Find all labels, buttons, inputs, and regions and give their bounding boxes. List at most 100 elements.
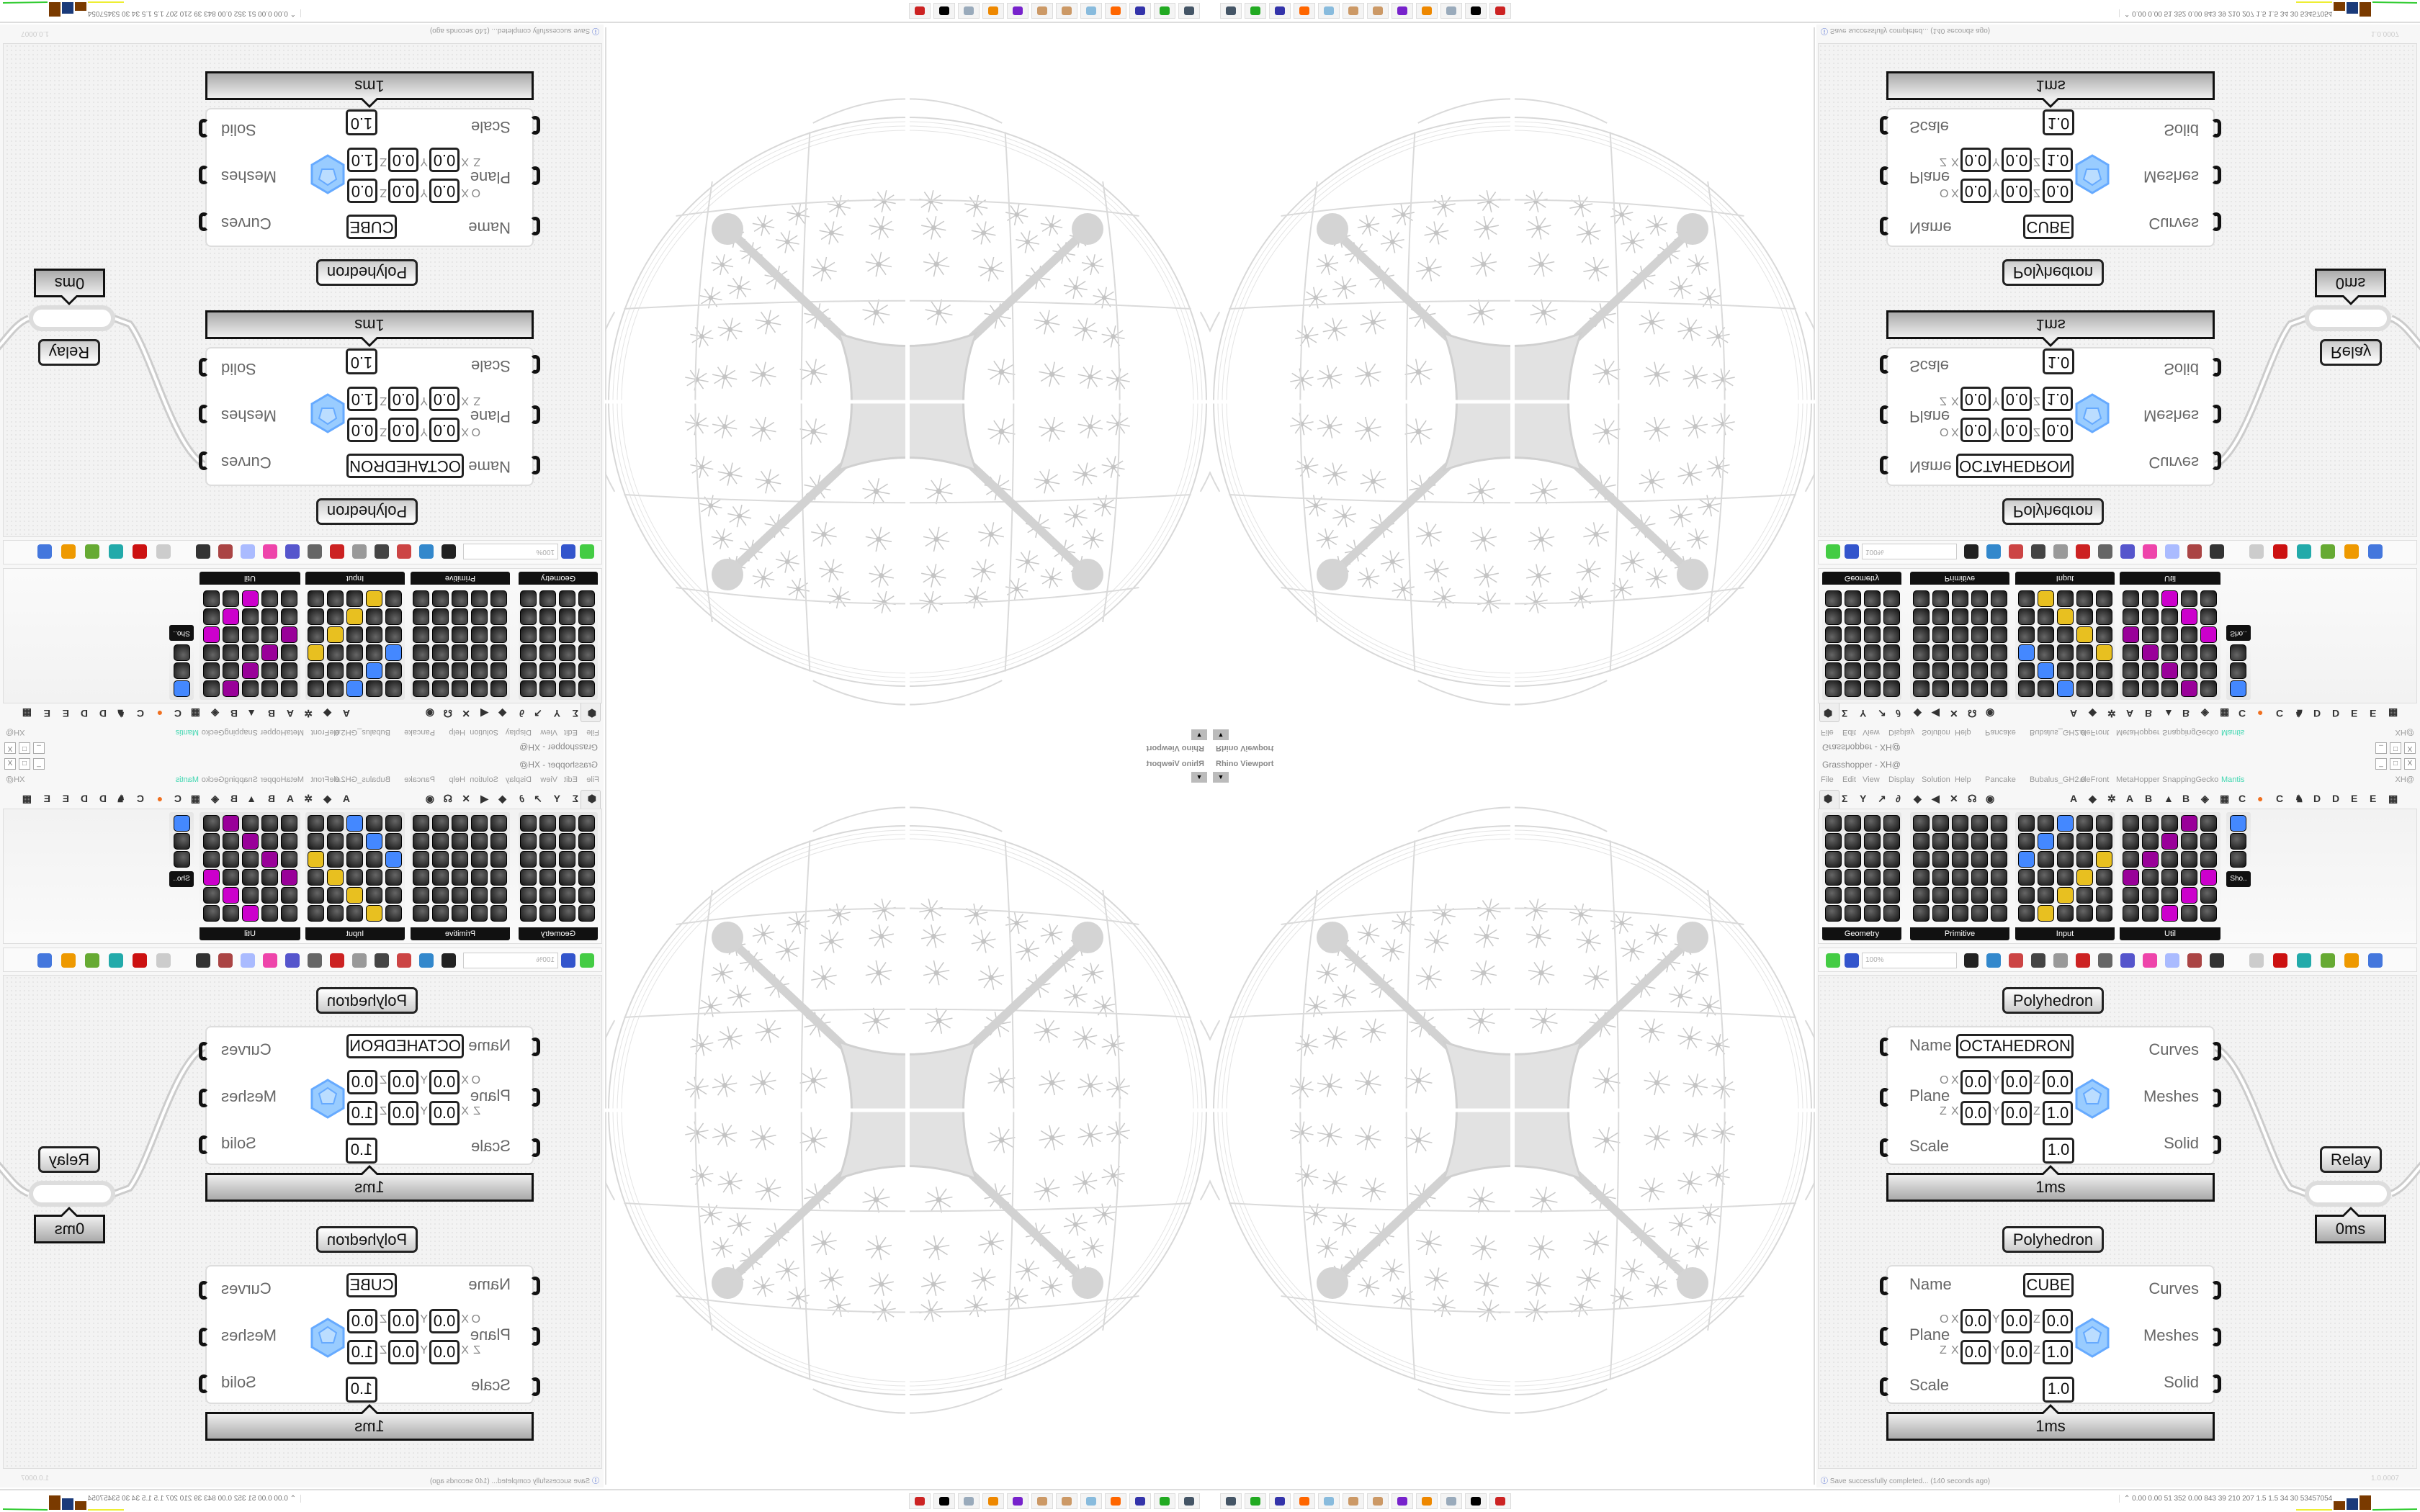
notepad-icon[interactable] xyxy=(958,3,980,19)
plane-zaxis-value[interactable]: 0.0 xyxy=(429,1340,460,1364)
plane-origin-value[interactable]: 0.0 xyxy=(2043,179,2073,203)
component-icon[interactable] xyxy=(2161,833,2178,850)
floppy-64-icon[interactable] xyxy=(1129,1493,1151,1509)
component-icon[interactable] xyxy=(1991,833,2007,850)
plane-zaxis-value[interactable]: 0.0 xyxy=(429,1101,460,1125)
component-icon[interactable] xyxy=(1991,887,2007,904)
plane-origin-value[interactable]: 0.0 xyxy=(347,1070,377,1094)
toolbar-icon[interactable] xyxy=(2009,953,2023,968)
tab-icon[interactable]: ✲ xyxy=(2107,793,2116,804)
rhino-icon[interactable] xyxy=(1465,1493,1487,1509)
component-icon[interactable] xyxy=(2200,905,2217,922)
component-icon[interactable] xyxy=(1825,905,1842,922)
tab-active[interactable] xyxy=(1819,790,1839,810)
plane-origin-value[interactable]: 0.0 xyxy=(2043,1070,2073,1094)
plane-zaxis-value[interactable]: 1.0 xyxy=(347,148,377,172)
component-icon[interactable] xyxy=(1991,869,2007,886)
plane-origin-value[interactable]: 0.0 xyxy=(347,418,377,442)
component-icon[interactable] xyxy=(1932,869,1949,886)
output-grip[interactable] xyxy=(199,1135,209,1154)
plane-origin-value[interactable]: 0.0 xyxy=(429,1070,460,1094)
component-icon[interactable] xyxy=(2018,833,2035,850)
input-grip[interactable] xyxy=(530,1038,540,1056)
plane-origin-value[interactable]: 0.0 xyxy=(2043,1309,2073,1333)
remote-desktop-icon[interactable] xyxy=(1220,1493,1242,1509)
input-grip[interactable] xyxy=(1880,217,1890,235)
plane-zaxis-value[interactable]: 1.0 xyxy=(2043,1340,2073,1364)
floppy-64-icon[interactable] xyxy=(1129,3,1151,19)
component-icon[interactable] xyxy=(1971,887,1988,904)
component-icon[interactable] xyxy=(2142,851,2159,868)
tab-icon[interactable]: B xyxy=(2145,793,2153,804)
panel-label[interactable]: Sho.. xyxy=(2226,871,2251,887)
input-grip[interactable] xyxy=(1880,1377,1890,1396)
component-icon[interactable] xyxy=(1845,833,1861,850)
plane-origin-value[interactable]: 0.0 xyxy=(388,418,418,442)
component-icon[interactable] xyxy=(1845,851,1861,868)
scale-value[interactable]: 1.0 xyxy=(346,348,377,374)
component-icon[interactable] xyxy=(2018,887,2035,904)
plane-origin-value[interactable]: 0.0 xyxy=(347,179,377,203)
plane-origin-value[interactable]: 0.0 xyxy=(2002,1070,2032,1094)
component-icon[interactable] xyxy=(2018,905,2035,922)
name-value[interactable]: OCTAHEDRON xyxy=(346,1034,464,1058)
tab-icon[interactable]: ↗ xyxy=(1878,793,1886,804)
output-grip[interactable] xyxy=(2211,166,2221,184)
component-icon[interactable] xyxy=(1913,833,1930,850)
input-grip[interactable] xyxy=(530,1377,540,1396)
firefox-icon[interactable] xyxy=(1294,3,1315,19)
component-icon[interactable] xyxy=(2161,887,2178,904)
calculator-icon[interactable] xyxy=(1318,3,1340,19)
output-grip[interactable] xyxy=(2211,1281,2221,1300)
component-icon[interactable] xyxy=(1883,905,1900,922)
component-icon[interactable] xyxy=(1913,851,1930,868)
relay-node[interactable] xyxy=(2305,1181,2391,1207)
plane-origin-value[interactable]: 0.0 xyxy=(347,1309,377,1333)
component-icon[interactable] xyxy=(2200,851,2217,868)
component-icon[interactable] xyxy=(2181,833,2197,850)
toolbar-icon[interactable] xyxy=(2210,953,2224,968)
component-icon[interactable] xyxy=(1825,815,1842,832)
rhino-viewport[interactable]: Rhino Viewport ▼ xyxy=(605,27,1210,756)
component-nickname[interactable]: Polyhedron xyxy=(316,498,418,525)
component-icon[interactable] xyxy=(1932,851,1949,868)
output-grip[interactable] xyxy=(199,166,209,184)
plane-origin-value[interactable]: 0.0 xyxy=(388,1070,418,1094)
notepad-icon[interactable] xyxy=(1440,1493,1462,1509)
component-icon[interactable] xyxy=(2123,851,2139,868)
toolbar-icon[interactable] xyxy=(2053,953,2068,968)
component-nickname[interactable]: Polyhedron xyxy=(2002,498,2104,525)
toolbar-icon[interactable] xyxy=(2273,953,2287,968)
plane-zaxis-value[interactable]: 0.0 xyxy=(388,148,418,172)
plane-origin-value[interactable]: 0.0 xyxy=(1960,1070,1991,1094)
menu-right[interactable]: XH@ xyxy=(2395,775,2414,784)
calculator-icon[interactable] xyxy=(1318,1493,1340,1509)
component-icon[interactable] xyxy=(1864,815,1881,832)
input-grip[interactable] xyxy=(530,456,540,474)
polyhedron-component[interactable]: Name Plane Scale Curves Meshes Solid CUBE O X 0.0… xyxy=(1880,1265,2221,1404)
input-grip[interactable] xyxy=(1880,355,1890,374)
relay-node[interactable] xyxy=(29,1181,115,1207)
component-icon[interactable] xyxy=(2096,887,2112,904)
plane-origin-value[interactable]: 0.0 xyxy=(388,179,418,203)
component-icon[interactable] xyxy=(2142,869,2159,886)
tab-icon[interactable]: ◈ xyxy=(2201,793,2209,804)
component-icon[interactable] xyxy=(1845,905,1861,922)
menu-snappinggecko[interactable]: SnappingGecko xyxy=(2162,775,2219,784)
polyhedron-component[interactable]: Name Plane Scale Curves Meshes Solid CUBE O X 0.0… xyxy=(1880,108,2221,247)
polyhedron-component[interactable]: Name Plane Scale Curves Meshes Solid CUBE O X 0.0… xyxy=(199,108,540,247)
component-icon[interactable] xyxy=(2181,869,2197,886)
scale-value[interactable]: 1.0 xyxy=(346,1377,377,1403)
output-grip[interactable] xyxy=(199,1328,209,1346)
toolbar-icon[interactable] xyxy=(2368,953,2383,968)
tab-icon[interactable]: ☊ xyxy=(1968,793,1977,804)
relay-node[interactable] xyxy=(29,305,115,331)
menu-elefront[interactable]: eleFront xyxy=(2080,775,2110,784)
paint-icon[interactable] xyxy=(1031,3,1053,19)
menu-edit[interactable]: Edit xyxy=(1842,775,1856,784)
component-icon[interactable] xyxy=(2161,815,2178,832)
input-grip[interactable] xyxy=(530,217,540,235)
component-icon[interactable] xyxy=(2038,833,2054,850)
component-icon[interactable] xyxy=(2181,815,2197,832)
component-icon[interactable] xyxy=(1845,869,1861,886)
